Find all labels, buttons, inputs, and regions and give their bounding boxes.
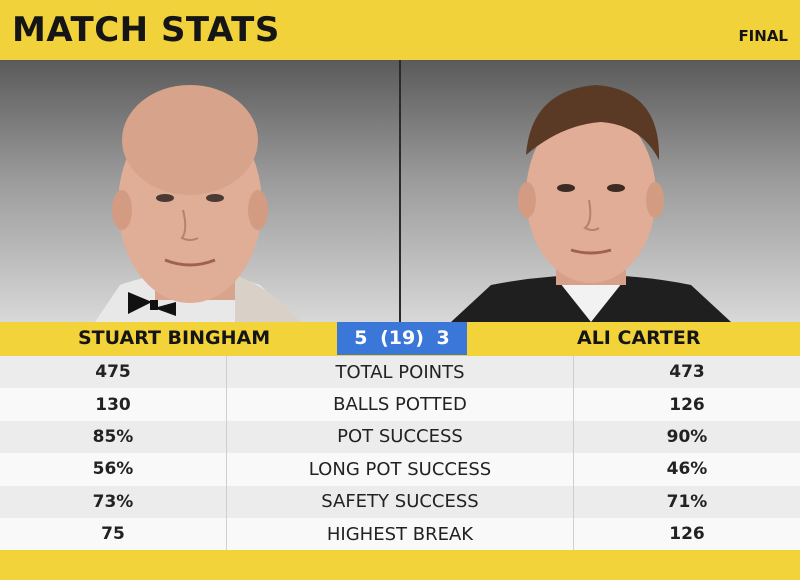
stats-row: 75 HIGHEST BREAK 126	[0, 517, 800, 551]
stat-right-value: 126	[669, 524, 705, 545]
header-bar: MATCH STATS FINAL	[0, 0, 800, 60]
stat-left-value: 475	[0, 356, 227, 389]
score-best-of: (19)	[380, 327, 424, 349]
photo-divider	[399, 60, 401, 322]
stat-label: POT SUCCESS	[227, 420, 574, 454]
stat-right-value: 90%	[666, 426, 708, 447]
stat-left-value: 73%	[0, 485, 227, 518]
player-photo-right	[401, 60, 800, 322]
stats-row: 475 TOTAL POINTS 473	[0, 356, 800, 389]
player-name-right: ALI CARTER	[577, 327, 701, 349]
stat-left-value: 130	[0, 388, 227, 421]
stat-left-value: 56%	[0, 453, 227, 486]
stat-right-value: 126	[669, 394, 705, 415]
player-name-left: STUART BINGHAM	[78, 327, 271, 349]
stat-right-value: 473	[669, 362, 705, 383]
stat-right-value: 46%	[666, 459, 708, 480]
stat-label: BALLS POTTED	[227, 388, 574, 421]
score-box: 5 (19) 3	[337, 322, 467, 355]
stat-label: LONG POT SUCCESS	[227, 453, 574, 486]
score-left: 5	[354, 327, 368, 349]
stat-label: HIGHEST BREAK	[227, 517, 574, 551]
page-title: MATCH STATS	[12, 10, 280, 50]
score-right: 3	[436, 327, 450, 349]
stats-row: 130 BALLS POTTED 126	[0, 388, 800, 421]
bald-player-portrait	[95, 85, 300, 322]
stat-left-value: 75	[0, 517, 227, 551]
player-photos	[0, 60, 800, 322]
stat-right-value: 71%	[666, 491, 708, 512]
player-photo-left	[0, 60, 399, 322]
footer-bar	[0, 551, 800, 580]
stage-label: FINAL	[738, 27, 788, 45]
stat-label: SAFETY SUCCESS	[227, 485, 574, 518]
stats-table: 475 TOTAL POINTS 473 130 BALLS POTTED 12…	[0, 356, 800, 551]
suited-player-portrait	[451, 85, 731, 322]
stats-row: 85% POT SUCCESS 90%	[0, 420, 800, 454]
stats-row: 73% SAFETY SUCCESS 71%	[0, 485, 800, 518]
stat-label: TOTAL POINTS	[227, 356, 574, 389]
stat-left-value: 85%	[0, 420, 227, 454]
stats-row: 56% LONG POT SUCCESS 46%	[0, 453, 800, 486]
